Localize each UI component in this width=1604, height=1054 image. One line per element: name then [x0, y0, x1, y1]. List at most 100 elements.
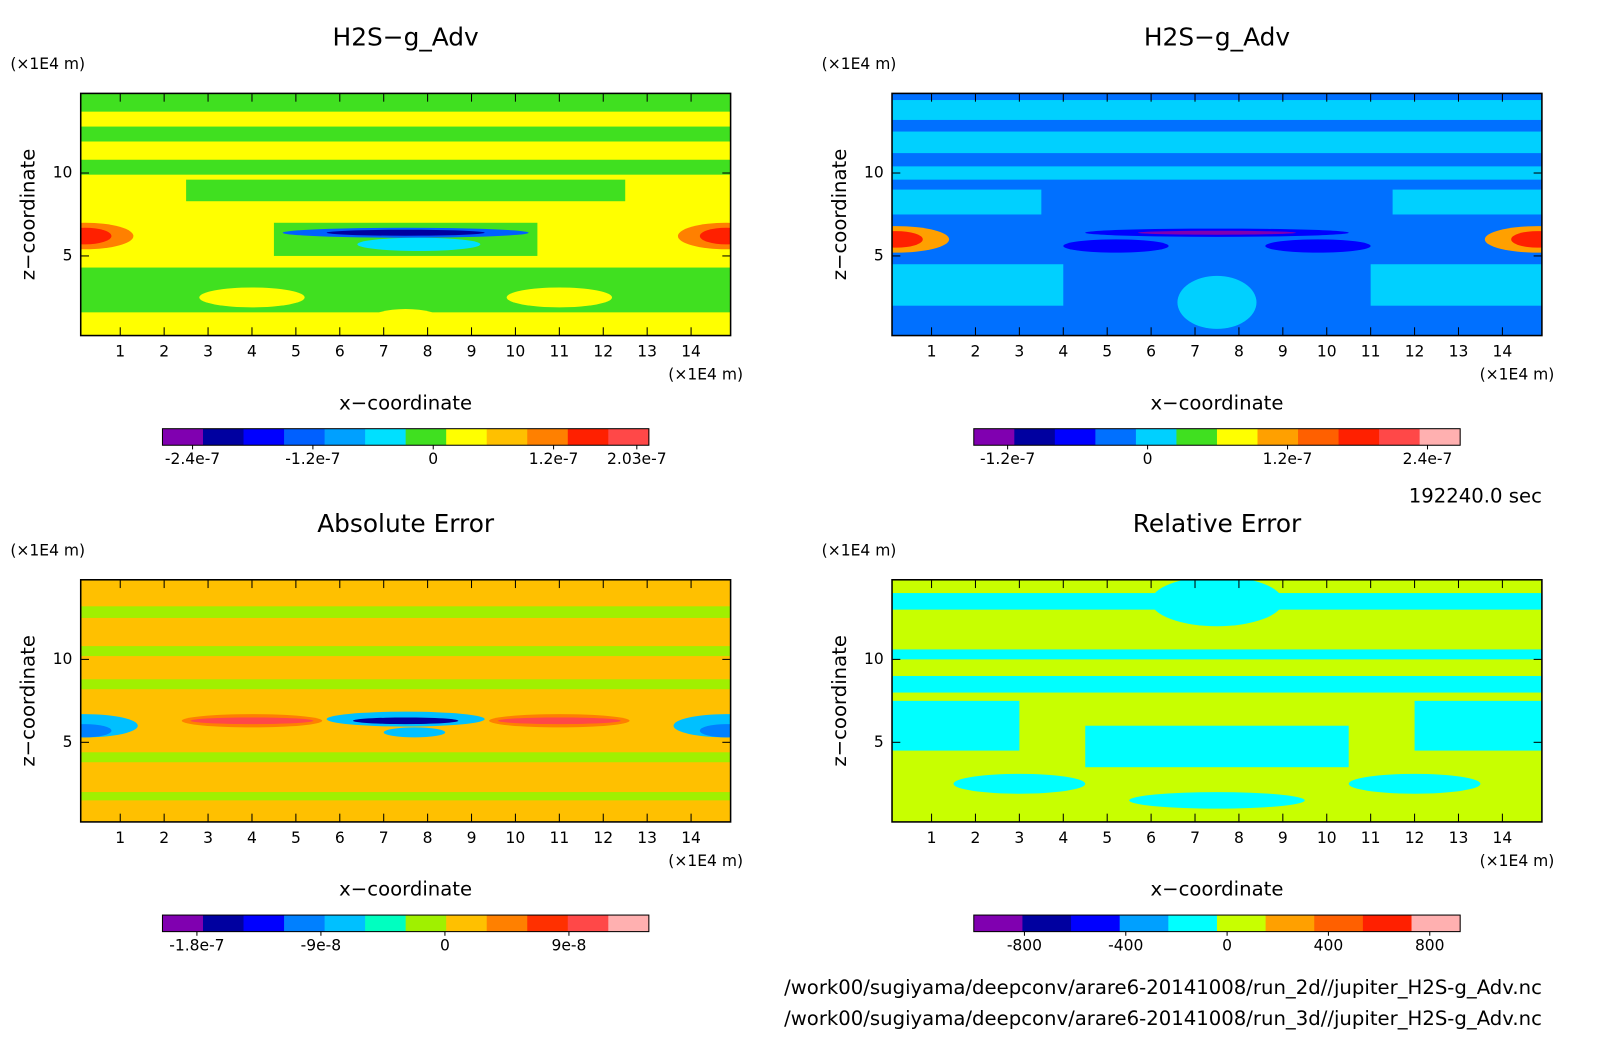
colorbar-tick-label: 0 — [428, 450, 438, 468]
field-region — [1370, 264, 1542, 306]
colorbar-segment — [284, 915, 326, 932]
contour-field — [80, 93, 731, 336]
field-region — [892, 649, 1542, 660]
x-tick-label: 7 — [1190, 829, 1200, 847]
y-tick-label: 10 — [53, 650, 73, 668]
x-tick-label: 6 — [1146, 343, 1156, 361]
x-tick-label: 4 — [1058, 829, 1068, 847]
panel-title: H2S−g_Adv — [333, 23, 479, 52]
field-region — [80, 159, 731, 175]
field-region — [1063, 239, 1169, 253]
colorbar-tick-label: -1.2e-7 — [980, 450, 1035, 468]
x-tick-label: 11 — [549, 343, 569, 361]
x-tick-label: 11 — [1361, 829, 1381, 847]
x-tick-label: 7 — [1190, 343, 1200, 361]
field-region — [1177, 275, 1257, 329]
field-region — [892, 231, 923, 248]
panel-title: Absolute Error — [317, 509, 495, 538]
x-tick-label: 9 — [467, 343, 477, 361]
colorbar-segment — [162, 915, 204, 932]
field-region — [80, 579, 731, 822]
x-tick-label: 6 — [335, 829, 345, 847]
colorbar-frame — [161, 914, 650, 933]
plot-frame — [891, 579, 1543, 823]
x-tick-label: 6 — [335, 343, 345, 361]
field-region — [80, 93, 731, 112]
field-region — [699, 724, 731, 738]
field-region — [80, 646, 731, 657]
colorbar-tick-label: 2.4e-7 — [1403, 450, 1453, 468]
colorbar-tick-label: 0 — [440, 937, 450, 955]
x-tick-label: 7 — [379, 343, 389, 361]
plot-frame — [79, 92, 732, 337]
field-region — [1392, 189, 1542, 215]
colorbar-segment — [1176, 428, 1218, 446]
x-tick-label: 10 — [1317, 829, 1337, 847]
x-tick-label: 9 — [467, 829, 477, 847]
field-region — [352, 717, 459, 725]
field-region — [1137, 230, 1297, 235]
colorbar-segment — [284, 428, 326, 446]
y-axis-label: z−coordinate — [828, 149, 851, 281]
x-tick-label: 9 — [1278, 829, 1288, 847]
x-tick-label: 1 — [115, 829, 125, 847]
x-tick-label: 9 — [1278, 343, 1288, 361]
x-tick-label: 3 — [1014, 343, 1024, 361]
y-tick-label: 5 — [874, 733, 884, 751]
field-region — [892, 166, 1542, 180]
colorbar-segment — [324, 915, 366, 932]
field-region — [80, 679, 731, 690]
x-tick-label: 5 — [291, 343, 301, 361]
colorbar-tick-label: -1.2e-7 — [285, 450, 340, 468]
colorbar-segment — [1119, 915, 1169, 932]
field-region — [383, 727, 446, 738]
field-region — [357, 237, 481, 251]
field-region — [1511, 231, 1542, 248]
x-tick-label: 13 — [637, 343, 657, 361]
x-tick-label: 13 — [1449, 829, 1469, 847]
colorbar-segment — [1095, 428, 1137, 446]
colorbar-segment — [365, 428, 407, 446]
colorbar-segment — [243, 428, 285, 446]
colorbar-tick-label: -1.8e-7 — [169, 937, 224, 955]
x-tick-label: 1 — [927, 829, 937, 847]
colorbar-segment — [446, 428, 488, 446]
field-region — [1265, 239, 1371, 253]
x-tick-label: 11 — [549, 829, 569, 847]
y-unit: (×1E4 m) — [10, 55, 85, 73]
colorbar-tick-label: 1.2e-7 — [1263, 450, 1313, 468]
colorbar-frame — [973, 914, 1461, 933]
colorbar-segment — [324, 428, 366, 446]
y-tick-label: 5 — [63, 246, 73, 264]
file-path: /work00/sugiyama/deepconv/arare6-2014100… — [784, 976, 1542, 999]
colorbar-segment — [1419, 428, 1461, 446]
colorbar-segment — [1379, 428, 1421, 446]
field-region — [186, 179, 626, 202]
x-tick-label: 4 — [247, 343, 257, 361]
x-tick-label: 1 — [115, 343, 125, 361]
plot-frame — [891, 92, 1543, 337]
colorbar-segment — [1014, 428, 1056, 446]
x-tick-label: 11 — [1361, 343, 1381, 361]
panel-title: Relative Error — [1133, 509, 1302, 538]
field-region — [1129, 792, 1305, 809]
colorbar-segment — [1135, 428, 1177, 446]
field-region — [1348, 773, 1481, 794]
colorbar-tick-label: 9e-8 — [551, 937, 586, 955]
x-tick-label: 8 — [1234, 829, 1244, 847]
colorbar-segment — [973, 915, 1023, 932]
colorbar-tick-label: 400 — [1314, 937, 1344, 955]
x-tick-label: 12 — [1405, 343, 1425, 361]
field-region — [199, 287, 305, 308]
x-tick-label: 10 — [1317, 343, 1337, 361]
colorbar-segment — [365, 915, 407, 932]
x-tick-label: 14 — [1493, 829, 1513, 847]
field-region — [1414, 700, 1542, 751]
x-unit: (×1E4 m) — [668, 365, 743, 383]
x-tick-label: 3 — [203, 343, 213, 361]
field-region — [892, 131, 1542, 154]
field-region — [370, 309, 441, 329]
field-region — [80, 724, 112, 738]
x-tick-label: 4 — [247, 829, 257, 847]
